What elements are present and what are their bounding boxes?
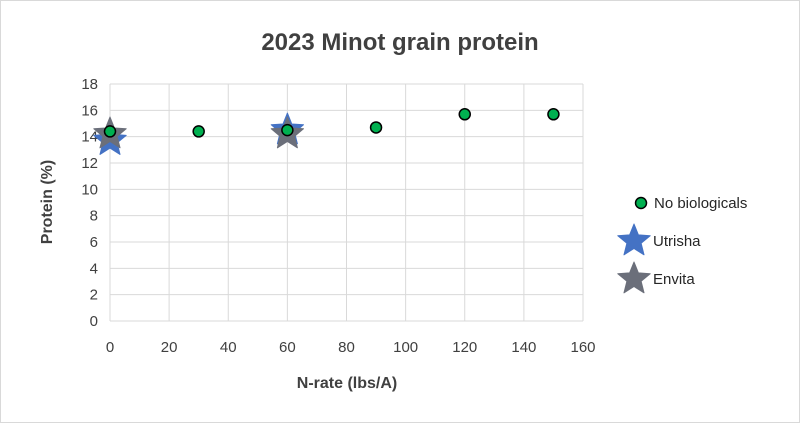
x-tick-label: 100 [393,339,418,356]
point-no-biologicals [281,123,294,137]
point-no-biologicals [192,125,205,138]
x-tick-label: 60 [279,339,296,356]
y-tick-label: 6 [90,234,98,251]
y-tick-label: 10 [81,181,98,198]
y-tick-label: 14 [81,129,98,146]
legend-label-utrisha: Utrisha [653,233,701,250]
legend-label-envita: Envita [653,271,695,288]
legend: No biologicals Utrisha Envita [617,195,747,294]
y-tick-label: 4 [90,260,98,277]
legend-label-no-biologicals: No biologicals [654,195,747,212]
point-no-biologicals [103,125,117,138]
y-tick-label: 2 [90,287,98,304]
x-tick-label: 80 [338,339,355,356]
x-tick-label: 0 [106,339,114,356]
tick-labels: 0 20 40 60 80 100 120 140 160 0 2 4 6 8 10 12 14 16 18 [81,76,595,356]
x-tick-label: 120 [452,339,477,356]
y-tick-label: 0 [90,313,98,330]
x-tick-label: 20 [161,339,178,356]
x-tick-label: 160 [570,339,595,356]
point-no-biologicals [369,121,383,134]
y-tick-label: 12 [81,155,98,172]
data-points [93,108,560,155]
x-axis-title: N-rate (lbs/A) [297,375,397,392]
y-axis-title: Protein (%) [39,160,56,244]
point-no-biologicals [547,108,560,121]
point-no-biologicals [458,108,471,121]
legend-marker-no-biologicals [634,196,648,210]
grid [109,83,584,322]
y-tick-label: 8 [90,208,98,225]
x-tick-label: 40 [220,339,237,356]
x-tick-label: 140 [511,339,536,356]
chart-title: 2023 Minot grain protein [261,29,538,56]
legend-marker-utrisha [617,223,651,256]
y-tick-label: 16 [81,102,98,119]
legend-marker-envita [617,261,651,294]
y-tick-label: 18 [81,76,98,93]
